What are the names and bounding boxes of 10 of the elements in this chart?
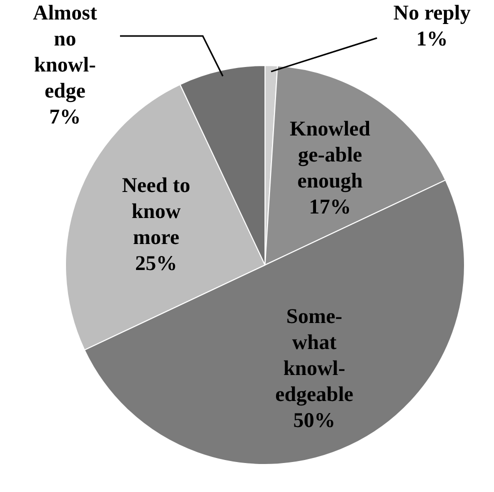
slice-label: Need to know more — [122, 173, 190, 250]
slice-label: Knowled ge-able enough — [290, 116, 371, 193]
slice-label: No reply — [393, 0, 472, 24]
data-label: 50% — [293, 408, 336, 432]
data-label: 7% — [49, 104, 81, 128]
data-label: 17% — [309, 194, 352, 219]
data-label: 1% — [416, 26, 448, 50]
slice-label: Almost no knowl- edge — [32, 0, 98, 102]
data-label: 25% — [135, 251, 178, 276]
slice-label: Some- what knowl- edgeable — [275, 304, 354, 406]
